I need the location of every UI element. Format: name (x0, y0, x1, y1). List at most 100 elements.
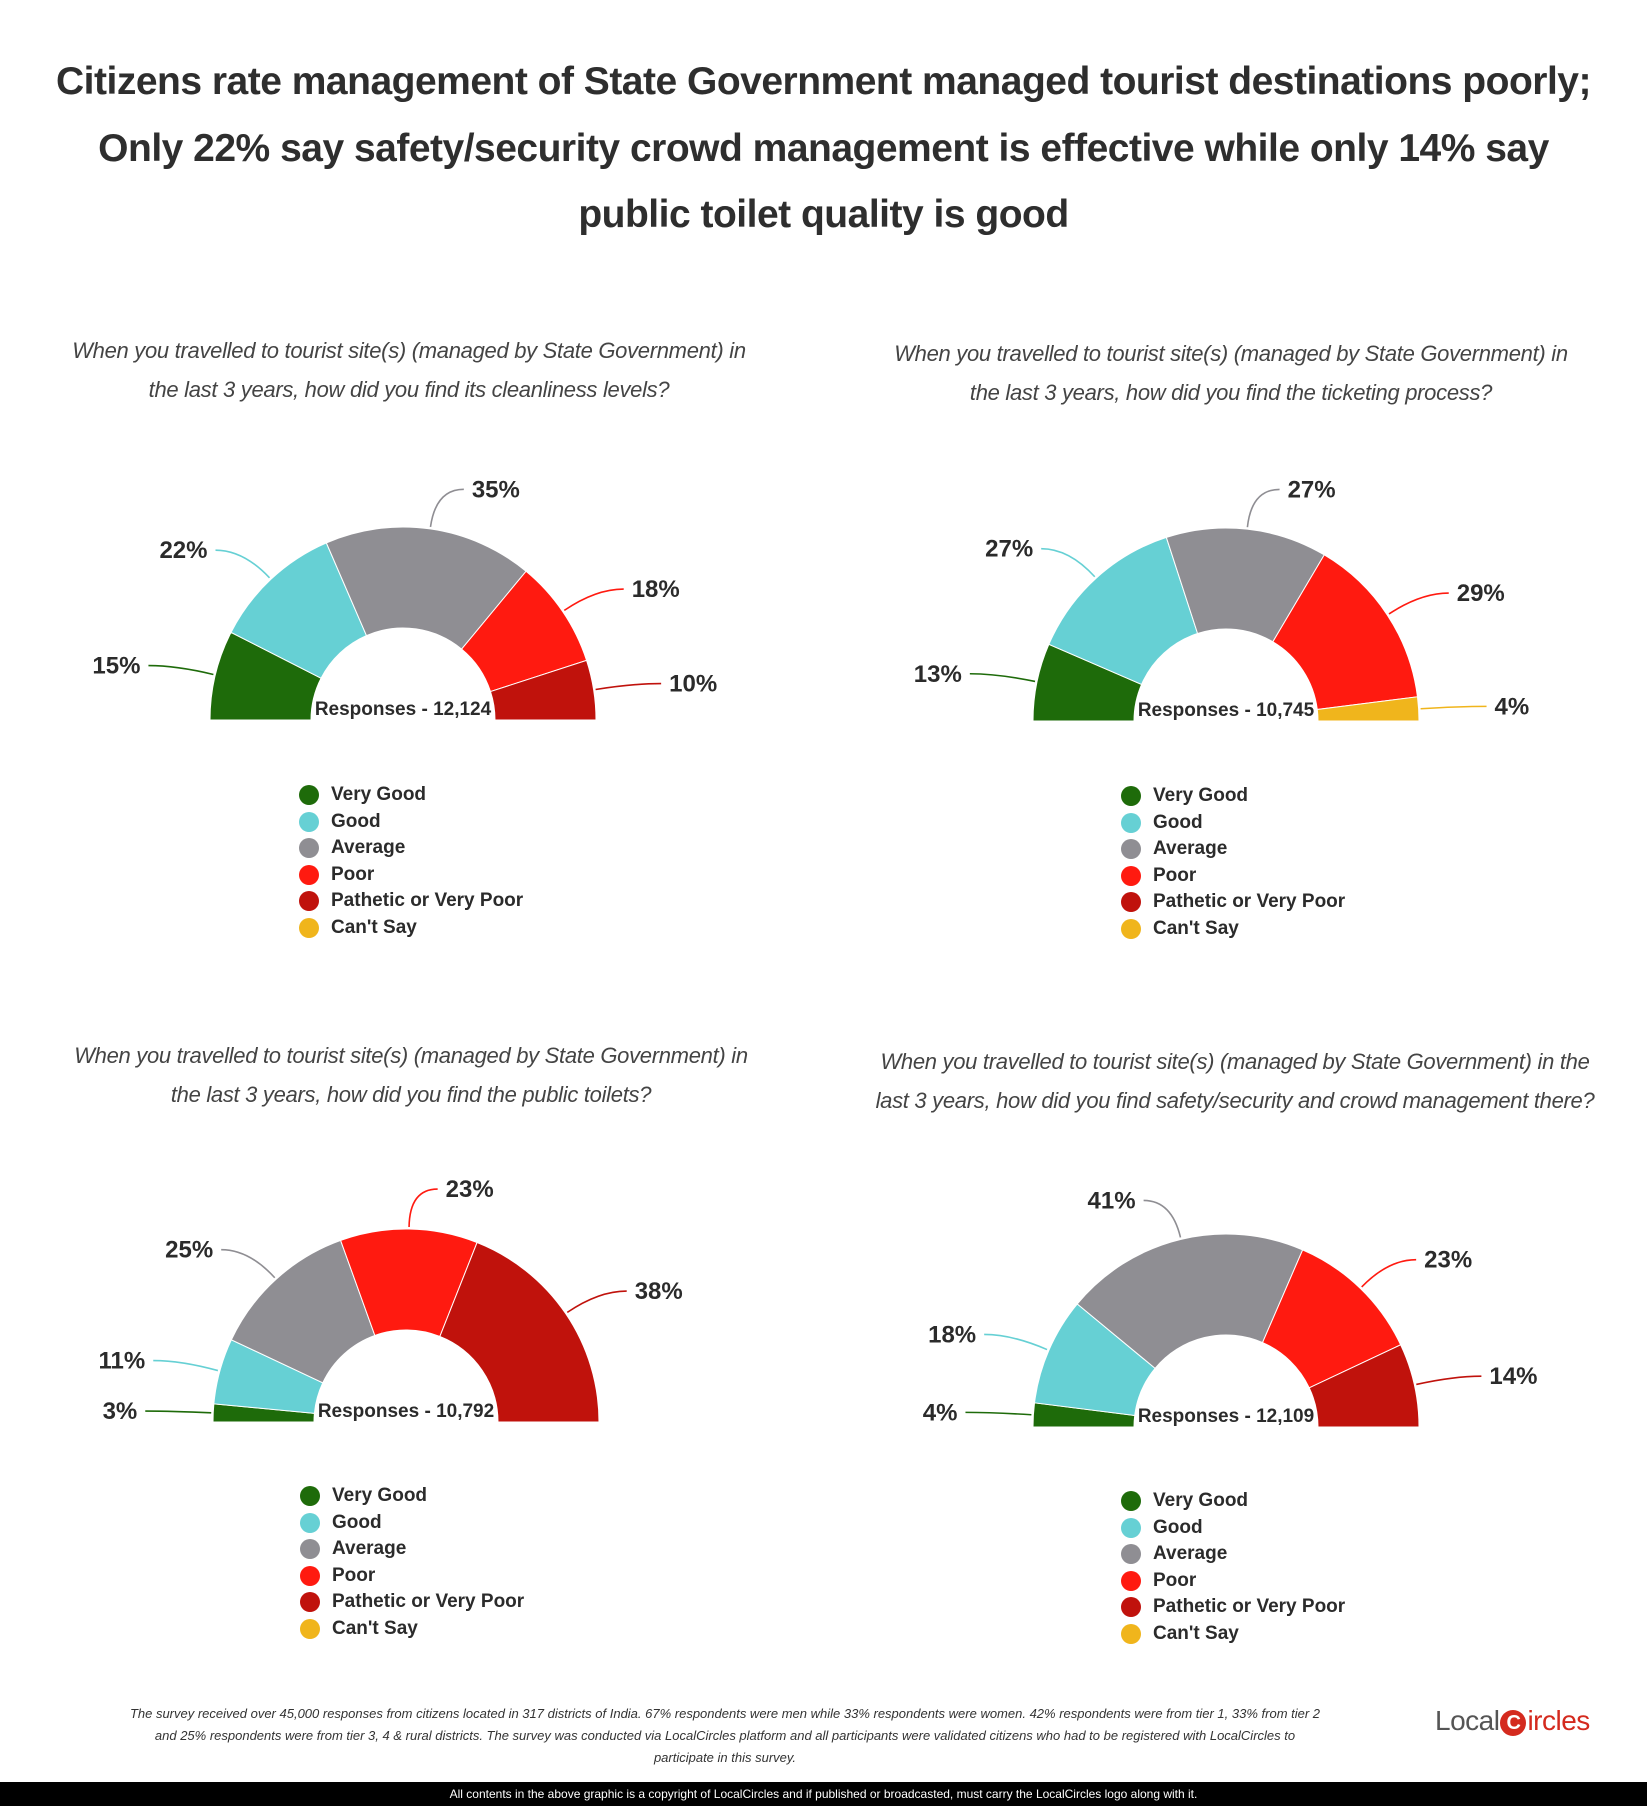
legend-swatch-icon (299, 917, 319, 938)
leader-line (1041, 547, 1096, 578)
leader-line (221, 1248, 276, 1279)
legend-item: Can't Say (300, 1616, 524, 1643)
leader-line (1388, 592, 1449, 615)
responses-count: Responses - 10,745 (1138, 700, 1315, 721)
legend-item: Can't Say (299, 915, 523, 942)
data-label: 15% (92, 653, 140, 680)
legend-label: Average (1153, 838, 1228, 860)
slice-can-t-say (1316, 696, 1420, 722)
slice-poor (1272, 554, 1419, 711)
legend-item: Very Good (1121, 783, 1345, 810)
legend-label: Poor (332, 1564, 376, 1586)
headline-line-3: public toilet quality is good (578, 193, 1069, 236)
leader-line (148, 664, 214, 676)
legend-label: Average (331, 837, 406, 859)
legend-swatch-icon (1121, 892, 1141, 913)
legend-item: Very Good (299, 782, 523, 809)
leader-line (563, 588, 624, 612)
legend-label: Can't Say (332, 1617, 418, 1639)
chart-2-question: When you travelled to tourist site(s) (m… (851, 334, 1611, 412)
slice-average (325, 526, 527, 650)
slice-average (1165, 527, 1325, 643)
legend-label: Good (1153, 811, 1203, 833)
legend-label: Very Good (1153, 785, 1249, 807)
data-label: 27% (1288, 476, 1336, 503)
legend-item: Good (300, 1510, 524, 1537)
data-label: 14% (1489, 1363, 1537, 1390)
legend-item: Poor (300, 1563, 524, 1590)
chart-1-question-line-2: the last 3 years, how did you find its c… (148, 377, 670, 402)
legend-label: Good (1153, 1516, 1203, 1538)
chart-2-question-line-2: the last 3 years, how did you find the t… (969, 380, 1493, 405)
leader-line (1246, 488, 1280, 528)
leader-line (429, 488, 464, 528)
data-label: 41% (1088, 1187, 1136, 1214)
legend-swatch-icon (1121, 1491, 1141, 1512)
legend-label: Good (331, 810, 381, 832)
chart-4-question-line-2: last 3 years, how did you find safety/se… (875, 1088, 1595, 1113)
legend-swatch-icon (299, 864, 319, 885)
legend-label: Average (332, 1538, 407, 1560)
headline-line-1: Citizens rate management of State Govern… (56, 60, 1591, 103)
data-label: 35% (472, 476, 520, 503)
legend-label: Pathetic or Very Poor (331, 890, 524, 912)
data-label: 11% (99, 1348, 146, 1375)
leader-line (965, 1411, 1032, 1416)
leader-line (408, 1188, 438, 1228)
legend-item: Average (1121, 1541, 1345, 1568)
footnote-line-2: and 25% respondents were from tier 3, 4 … (154, 1728, 1296, 1743)
legend-label: Very Good (331, 784, 427, 806)
chart-3-question-line-1: When you travelled to tourist site(s) (m… (74, 1043, 748, 1068)
legend-item: Good (1121, 810, 1345, 837)
legend-label: Good (332, 1511, 382, 1533)
chart-1-question: When you travelled to tourist site(s) (m… (29, 331, 789, 409)
legend-item: Good (1121, 1515, 1345, 1542)
legend-swatch-icon (300, 1565, 320, 1586)
data-label: 18% (632, 576, 680, 603)
headline-line-2: Only 22% say safety/security crowd manag… (98, 127, 1549, 170)
half-donut-chart-4: 4% 18% 41% 23% 14% Responses - 12,109 (923, 1187, 1537, 1428)
legend-item: Average (300, 1536, 524, 1563)
data-label: 23% (446, 1176, 494, 1203)
half-donut-chart-1: 15% 22% 35% 18% 10% Responses - 12,124 (92, 476, 717, 721)
data-label: 22% (159, 537, 207, 564)
legend-item: Poor (1121, 1568, 1345, 1595)
survey-footnote: The survey received over 45,000 response… (70, 1703, 1380, 1769)
leader-line (215, 549, 271, 579)
chart-1-question-line-1: When you travelled to tourist site(s) (m… (72, 338, 746, 363)
legend-label: Average (1153, 1543, 1228, 1565)
legend-item: Average (299, 835, 523, 862)
legend-swatch-icon (1121, 812, 1141, 833)
legend-label: Can't Say (1153, 917, 1239, 939)
legend-swatch-icon (1121, 865, 1141, 886)
legend-label: Poor (331, 863, 375, 885)
chart-2-question-line-1: When you travelled to tourist site(s) (m… (894, 341, 1568, 366)
data-label: 38% (635, 1278, 683, 1305)
legend-label: Pathetic or Very Poor (332, 1591, 525, 1613)
logo-pin-icon: C (1500, 1709, 1527, 1736)
leader-line (566, 1290, 627, 1314)
data-label: 27% (985, 536, 1033, 563)
leader-line (153, 1359, 219, 1372)
leader-line (1143, 1199, 1182, 1238)
data-label: 18% (928, 1321, 976, 1348)
slice-pathetic-or-very-poor (439, 1241, 600, 1423)
data-label: 13% (914, 661, 962, 688)
half-donut-chart-3: 3% 11% 25% 23% 38% Responses - 10,792 (99, 1176, 683, 1425)
responses-count: Responses - 10,792 (318, 1401, 494, 1422)
legend-label: Can't Say (1153, 1622, 1239, 1644)
legend-item: Very Good (300, 1483, 524, 1510)
legend-item: Poor (299, 862, 523, 889)
data-label: 10% (669, 671, 717, 698)
legend-swatch-icon (300, 1512, 320, 1533)
legend-swatch-icon (299, 811, 319, 832)
responses-count: Responses - 12,109 (1138, 1406, 1314, 1427)
legend-swatch-icon (1121, 918, 1141, 939)
legend-swatch-icon (1121, 1570, 1141, 1591)
legend-swatch-icon (1121, 1597, 1141, 1618)
leader-line (145, 1410, 212, 1414)
legend-item: Pathetic or Very Poor (1121, 889, 1345, 916)
legend-swatch-icon (1121, 1623, 1141, 1644)
